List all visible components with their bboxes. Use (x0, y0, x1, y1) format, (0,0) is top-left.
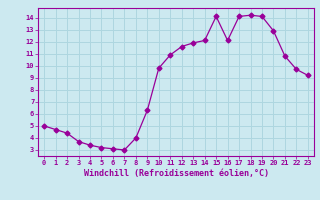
X-axis label: Windchill (Refroidissement éolien,°C): Windchill (Refroidissement éolien,°C) (84, 169, 268, 178)
